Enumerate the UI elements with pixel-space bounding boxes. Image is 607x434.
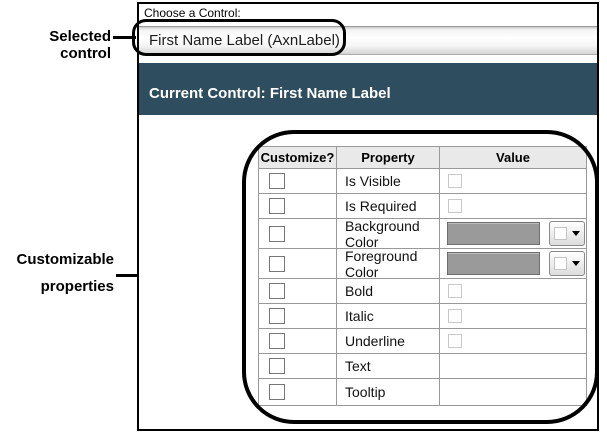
property-name: Underline [337,329,440,353]
property-name: Tooltip [337,379,440,405]
customize-checkbox[interactable] [269,198,285,214]
color-swatch [447,222,540,245]
value-cell-empty [440,354,586,378]
color-sample-square [554,257,567,270]
property-name: Is Required [337,194,440,218]
table-row-italic: Italic [259,304,586,329]
customize-checkbox[interactable] [269,308,285,324]
chevron-down-icon [572,261,580,266]
customize-cell [259,219,337,248]
value-checkbox-disabled [448,309,462,323]
combobox-selected-value: First Name Label (AxnLabel) [149,32,340,49]
value-cell [440,194,586,218]
column-header-customize: Customize? [259,147,337,168]
customize-checkbox[interactable] [269,358,285,374]
value-cell [440,329,586,353]
customize-checkbox[interactable] [269,255,285,272]
customize-checkbox[interactable] [269,173,285,189]
property-name: Bold [337,279,440,303]
connector-line [113,36,136,39]
customize-cell [259,194,337,218]
column-header-property: Property [337,147,440,168]
current-control-header: Current Control: First Name Label [139,63,597,115]
value-cell [440,279,586,303]
customize-checkbox[interactable] [269,283,285,299]
color-swatch [447,252,540,275]
customize-checkbox[interactable] [269,225,285,242]
table-row-is-required: Is Required [259,194,586,219]
customize-cell [259,329,337,353]
value-cell [440,219,586,248]
table-row-tooltip: Tooltip [259,379,586,405]
table-row-background-color: Background Color [259,218,586,250]
table-row-text: Text [259,354,586,379]
customize-cell [259,304,337,328]
property-name: Background Color [337,218,440,250]
value-cell-empty [440,379,586,405]
properties-table: Customize? Property Value Is Visible Is … [258,146,587,406]
customizable-properties-annotation: Customizable properties [0,246,114,300]
color-picker-dropdown[interactable] [549,251,585,276]
value-checkbox-disabled [448,199,462,213]
chevron-down-icon [572,231,580,236]
customize-cell [259,279,337,303]
annotation-line2: properties [40,278,114,295]
value-cell [440,169,586,193]
property-name: Is Visible [337,169,440,193]
value-checkbox-disabled [448,334,462,348]
choose-control-label: Choose a Control: [144,6,241,20]
customize-cell [259,379,337,405]
customize-checkbox[interactable] [269,384,285,400]
table-row-bold: Bold [259,279,586,304]
control-combobox[interactable]: First Name Label (AxnLabel) [139,26,597,55]
customize-cell [259,354,337,378]
customize-cell [259,249,337,278]
property-name: Italic [337,304,440,328]
property-name: Text [337,354,440,378]
table-header-row: Customize? Property Value [259,147,586,169]
column-header-value: Value [496,150,530,165]
customize-checkbox[interactable] [269,333,285,349]
annotation-line1: Customizable [16,251,114,268]
color-sample-square [554,227,567,240]
property-name: Foreground Color [337,248,440,280]
value-cell [440,304,586,328]
value-checkbox-disabled [448,174,462,188]
selected-control-annotation: Selected control [49,28,111,62]
value-checkbox-disabled [448,284,462,298]
customize-cell [259,169,337,193]
table-row-foreground-color: Foreground Color [259,248,586,280]
table-row-is-visible: Is Visible [259,169,586,194]
value-cell [440,249,586,278]
table-row-underline: Underline [259,329,586,354]
color-picker-dropdown[interactable] [549,221,585,246]
